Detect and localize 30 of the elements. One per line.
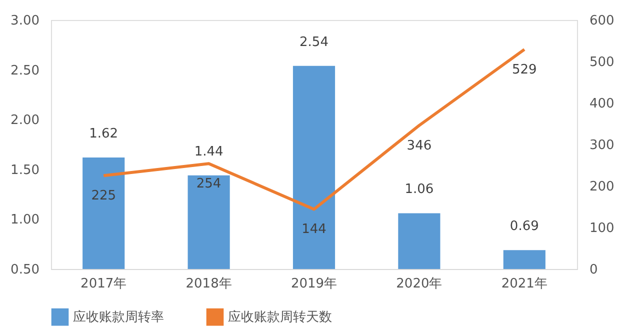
x-tick-label: 2019年 (290, 276, 338, 292)
x-tick-label: 2018年 (186, 276, 232, 292)
y2-tick-label: 100 (590, 221, 614, 236)
y-tick-label: 3.00 (10, 14, 40, 28)
y2-tick-label: 600 (590, 14, 614, 28)
y-tick-label: 2.50 (10, 63, 40, 78)
y-tick-label: 0.50 (10, 262, 40, 278)
y2-tick-label: 0 (590, 262, 598, 278)
y2-tick-label: 200 (590, 180, 614, 194)
x-tick-label: 2020年 (396, 276, 442, 292)
x-tick-label: 2017年 (80, 276, 127, 292)
data-label: 254 (196, 176, 222, 192)
data-label: 225 (91, 188, 116, 204)
y-tick-label: 1.50 (10, 162, 40, 178)
data-label: 1.62 (89, 126, 118, 142)
x-tick-label: 2021年 (501, 276, 548, 292)
data-label: 144 (302, 222, 326, 238)
y2-tick-label: 500 (590, 55, 614, 70)
y-tick-label: 1.00 (10, 212, 40, 228)
data-label: 1.06 (404, 182, 434, 198)
data-label: 2.54 (300, 34, 328, 50)
data-label: 529 (512, 62, 537, 78)
legend-label: 应收账款周转天数 (228, 309, 332, 326)
data-label: 346 (406, 138, 432, 154)
y2-tick-label: 400 (590, 96, 614, 112)
y2-tick-label: 300 (590, 138, 614, 153)
legend-label: 应收账款周转率 (73, 309, 164, 326)
y-tick-label: 2.00 (10, 113, 40, 128)
data-label: 1.44 (194, 144, 224, 160)
data-label: 0.69 (510, 219, 539, 234)
